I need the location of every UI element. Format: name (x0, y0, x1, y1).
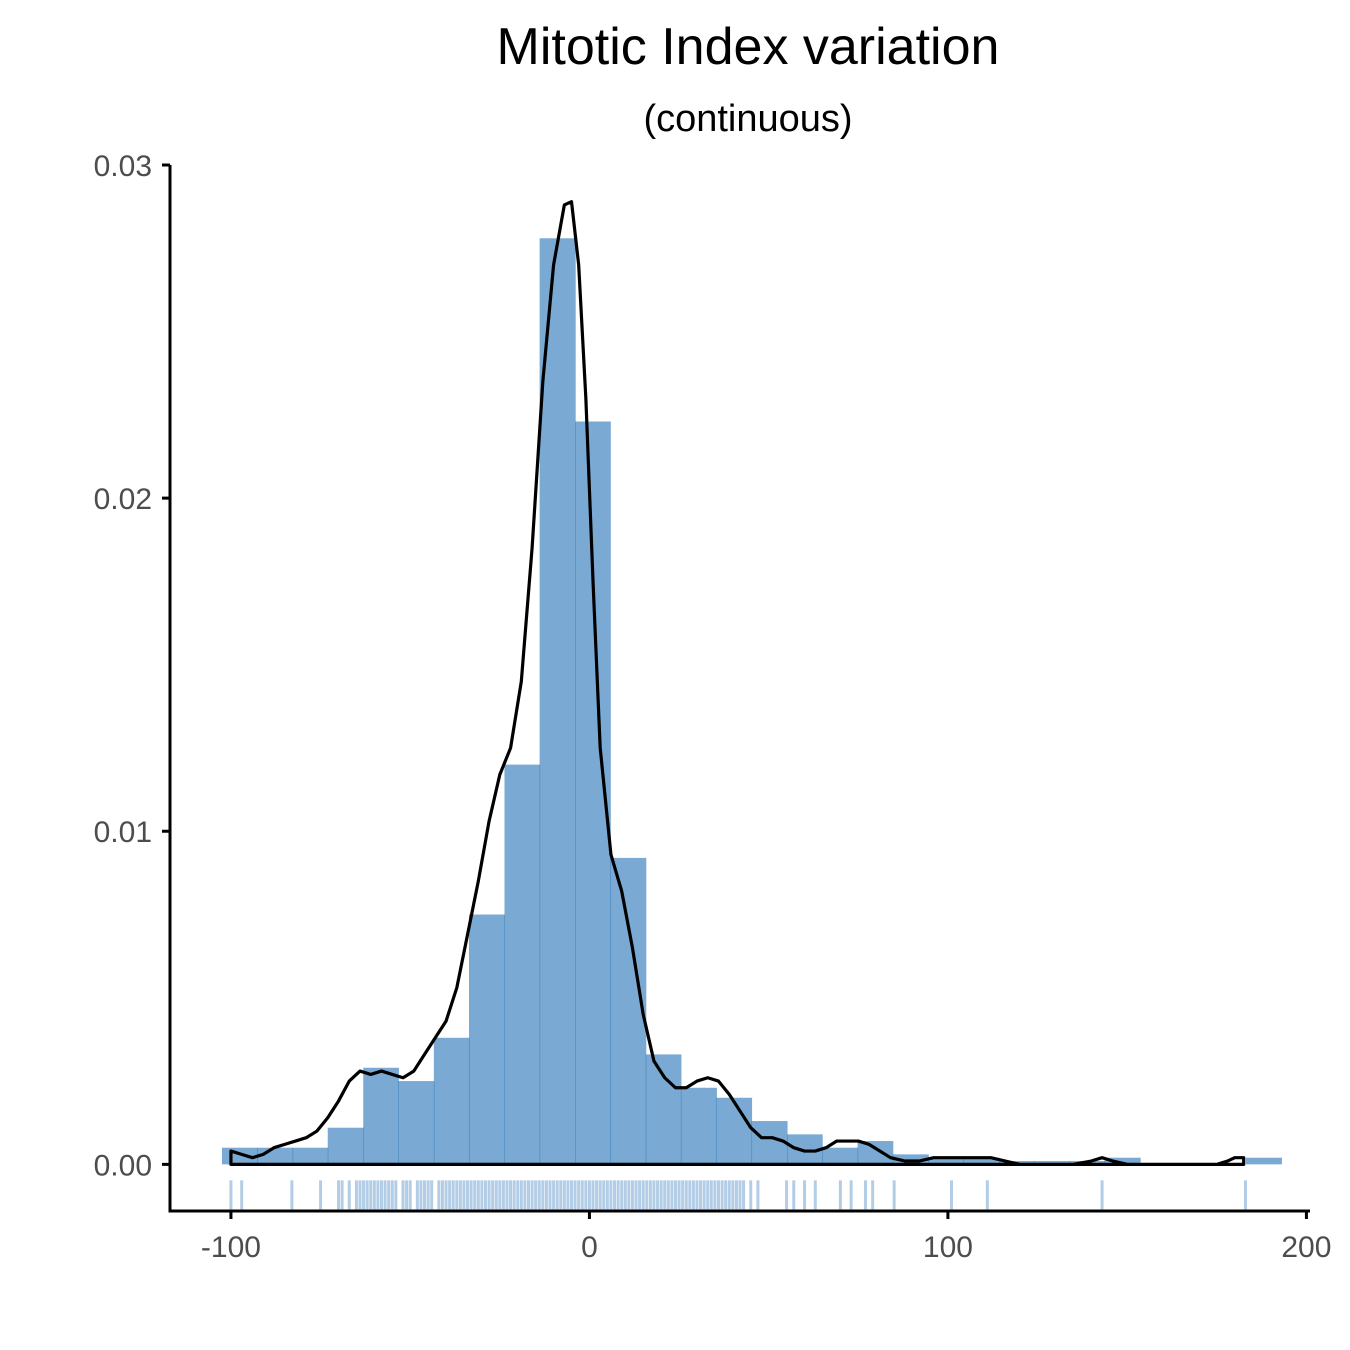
histogram-bar (645, 1054, 682, 1165)
histogram-bar (539, 238, 576, 1165)
histogram-bar (363, 1067, 399, 1165)
histogram-bar (857, 1141, 894, 1165)
histogram-bar (433, 1037, 470, 1165)
histogram-bars (221, 238, 1282, 1165)
chart-subtitle: (continuous) (643, 98, 852, 140)
density-curve-layer (229, 200, 1246, 1166)
y-tick-label: 0.03 (94, 150, 152, 183)
histogram-bar (928, 1157, 964, 1165)
histogram-bar (751, 1121, 788, 1165)
histogram-bar (327, 1127, 364, 1165)
y-tick-label: 0.00 (94, 1149, 152, 1182)
histogram-bar (1033, 1161, 1071, 1165)
histogram-bar (680, 1087, 717, 1165)
y-tick-label: 0.02 (94, 483, 152, 516)
y-tick-label: 0.01 (94, 816, 152, 849)
chart-title: Mitotic Index variation (497, 18, 1000, 76)
histogram-bar (1245, 1157, 1282, 1165)
histogram-bar (1104, 1157, 1141, 1165)
histogram-bar (892, 1154, 929, 1165)
x-tick-label: 100 (923, 1231, 973, 1264)
x-tick-label: 200 (1281, 1231, 1331, 1264)
x-tick-label: 0 (581, 1231, 598, 1264)
histogram-bar (398, 1081, 435, 1165)
histogram-bar (610, 857, 647, 1165)
histogram-bar (504, 764, 541, 1165)
histogram-bar (716, 1097, 753, 1165)
histogram-bar (822, 1147, 859, 1165)
density-curve (229, 200, 1246, 1166)
histogram-bar (292, 1147, 329, 1165)
histogram-bar (963, 1157, 1000, 1165)
x-tick-label: -100 (201, 1231, 261, 1264)
histogram-bar (468, 914, 506, 1165)
rug-marks (229, 1180, 1247, 1210)
axes: 0.00 0.01 0.02 0.03 -100 0 100 200 (94, 150, 1332, 1264)
